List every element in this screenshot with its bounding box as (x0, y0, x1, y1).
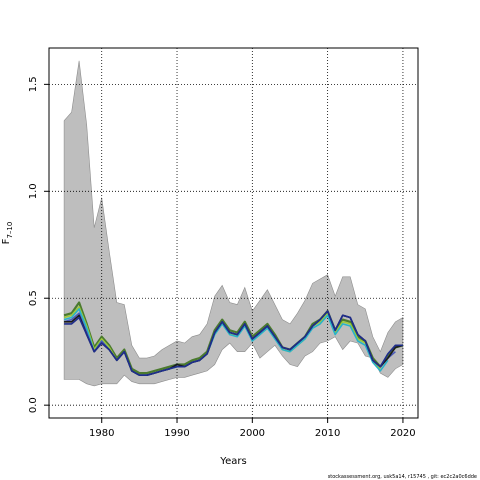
x-tick-label: 2000 (240, 428, 265, 439)
footer-credit: stockassessment.org, usk5a14, r15745 , g… (328, 474, 477, 480)
confidence-band-layer (63, 60, 404, 387)
x-tick-label: 1990 (164, 428, 189, 439)
plot-frame (48, 47, 419, 419)
series-line-6 (64, 310, 403, 376)
y-tick-label: 1.5 (28, 76, 39, 92)
x-tick-label: 2020 (390, 428, 415, 439)
x-axis-title: Years (219, 456, 246, 467)
y-axis-title-main: F (1, 238, 12, 244)
y-tick-label: 1.0 (28, 183, 39, 199)
x-tick-label: 1980 (89, 428, 114, 439)
y-tick-label: 0.5 (28, 290, 39, 306)
y-axis-title-subscript: 7–10 (6, 222, 14, 239)
x-tick-label: 2010 (315, 428, 340, 439)
axis-layer: 1980 1990 2000 2010 2020 0.0 0.5 1.0 1.5 (28, 76, 416, 439)
y-tick-label: 0.0 (28, 397, 39, 413)
series-line-1 (63, 301, 404, 375)
series-layer (63, 301, 404, 376)
y-axis-title: F7–10 (1, 222, 14, 245)
confidence-band (63, 60, 404, 387)
